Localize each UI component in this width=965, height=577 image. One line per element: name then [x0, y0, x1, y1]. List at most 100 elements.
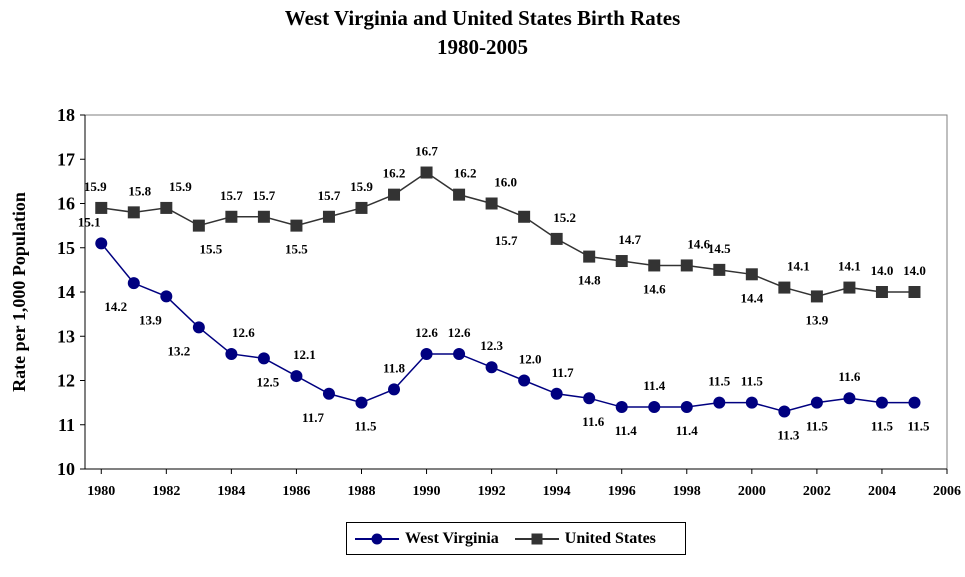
- data-label-united-states: 14.1: [787, 259, 810, 274]
- data-point-west-virginia: [388, 383, 401, 396]
- data-point-west-virginia: [518, 374, 531, 387]
- data-label-west-virginia: 12.3: [480, 338, 503, 353]
- data-point-united-states: [875, 286, 888, 298]
- data-point-united-states: [843, 281, 856, 294]
- x-tick-label: 1994: [543, 484, 571, 499]
- data-label-west-virginia: 11.5: [907, 419, 930, 434]
- data-point-west-virginia: [453, 347, 466, 360]
- y-tick-label: 10: [57, 459, 75, 479]
- data-point-west-virginia: [290, 370, 303, 383]
- data-point-united-states: [257, 210, 270, 223]
- x-tick-label: 1980: [87, 484, 115, 499]
- data-label-united-states: 15.9: [84, 179, 107, 194]
- data-label-united-states: 14.7: [618, 232, 641, 247]
- data-label-west-virginia: 13.2: [167, 343, 190, 358]
- data-label-united-states: 15.7: [318, 188, 341, 203]
- data-label-united-states: 14.0: [903, 263, 926, 278]
- data-point-west-virginia: [355, 396, 368, 409]
- data-point-united-states: [745, 268, 758, 281]
- data-label-west-virginia: 11.4: [643, 378, 666, 393]
- data-label-united-states: 15.7: [220, 188, 243, 203]
- data-label-west-virginia: 11.7: [302, 410, 325, 425]
- data-label-west-virginia: 11.5: [871, 419, 894, 434]
- data-point-united-states: [453, 188, 466, 201]
- data-point-west-virginia: [322, 387, 335, 400]
- data-label-west-virginia: 12.1: [293, 347, 316, 362]
- x-tick-label: 2002: [803, 484, 831, 499]
- data-label-west-virginia: 12.0: [519, 352, 542, 367]
- data-point-west-virginia: [810, 396, 823, 409]
- x-tick-label: 1988: [347, 484, 375, 499]
- legend-label-united-states: United States: [564, 529, 656, 547]
- data-label-west-virginia: 12.6: [232, 325, 255, 340]
- data-point-west-virginia: [127, 277, 140, 290]
- data-point-west-virginia: [160, 290, 173, 303]
- data-label-west-virginia: 12.6: [415, 325, 438, 340]
- data-point-united-states: [322, 210, 335, 223]
- data-label-united-states: 16.2: [383, 166, 406, 181]
- x-tick-label: 1998: [673, 484, 701, 499]
- data-point-west-virginia: [583, 392, 596, 405]
- x-tick-label: 2000: [738, 484, 766, 499]
- data-point-united-states: [680, 259, 693, 272]
- data-label-united-states: 14.5: [708, 241, 731, 256]
- data-label-united-states: 16.7: [415, 144, 438, 159]
- data-label-west-virginia: 11.5: [708, 374, 731, 389]
- data-point-united-states: [615, 255, 628, 268]
- data-label-west-virginia: 13.9: [139, 312, 162, 327]
- data-label-united-states: 14.0: [871, 263, 894, 278]
- data-point-west-virginia: [778, 405, 791, 418]
- y-tick-label: 13: [57, 326, 75, 346]
- data-point-west-virginia: [257, 352, 270, 365]
- data-label-united-states: 16.0: [494, 175, 517, 190]
- chart-title-line1: West Virginia and United States Birth Ra…: [284, 6, 681, 30]
- data-label-united-states: 16.2: [454, 166, 477, 181]
- x-tick-label: 1984: [217, 484, 245, 499]
- data-point-united-states: [420, 166, 433, 179]
- data-label-west-virginia: 11.6: [838, 369, 861, 384]
- x-tick-label: 1996: [608, 484, 636, 499]
- x-tick-label: 1986: [282, 484, 310, 499]
- data-point-west-virginia: [680, 401, 693, 414]
- data-label-united-states: 15.2: [553, 210, 576, 225]
- data-label-united-states: 15.5: [199, 242, 222, 257]
- chart-legend: West Virginia United States: [346, 522, 686, 555]
- data-point-west-virginia: [485, 361, 498, 374]
- chart-title-line2: 1980-2005: [437, 35, 528, 59]
- data-point-united-states: [192, 219, 205, 232]
- data-label-west-virginia: 11.4: [615, 423, 638, 438]
- data-point-united-states: [648, 259, 661, 272]
- data-point-west-virginia: [420, 347, 433, 360]
- data-point-west-virginia: [648, 401, 661, 414]
- data-point-united-states: [290, 219, 303, 232]
- data-label-west-virginia: 12.6: [448, 325, 471, 340]
- data-label-united-states: 14.8: [578, 273, 601, 288]
- data-point-united-states: [95, 201, 108, 214]
- data-label-united-states: 14.4: [740, 290, 763, 305]
- data-point-united-states: [518, 210, 531, 223]
- data-point-united-states: [355, 201, 368, 214]
- data-point-west-virginia: [550, 387, 563, 400]
- data-point-united-states: [713, 263, 726, 276]
- data-point-west-virginia: [95, 237, 108, 250]
- data-label-west-virginia: 11.3: [777, 427, 800, 442]
- data-point-united-states: [485, 197, 498, 210]
- data-label-west-virginia: 11.4: [676, 423, 699, 438]
- chart-title: West Virginia and United States Birth Ra…: [0, 4, 965, 62]
- data-label-united-states: 14.6: [687, 236, 710, 251]
- data-label-united-states: 15.9: [169, 179, 192, 194]
- data-point-united-states: [908, 286, 921, 298]
- data-point-west-virginia: [192, 321, 205, 334]
- data-point-west-virginia: [713, 396, 726, 409]
- data-label-united-states: 13.9: [806, 312, 829, 327]
- data-point-west-virginia: [225, 347, 238, 360]
- y-tick-label: 18: [57, 105, 75, 125]
- legend-marker-square: [514, 533, 559, 544]
- data-label-united-states: 14.6: [643, 281, 666, 296]
- x-tick-label: 1992: [478, 484, 506, 499]
- x-tick-label: 1990: [413, 484, 441, 499]
- data-label-united-states: 15.7: [253, 188, 276, 203]
- data-label-west-virginia: 11.5: [741, 374, 764, 389]
- data-label-west-virginia: 14.2: [104, 299, 127, 314]
